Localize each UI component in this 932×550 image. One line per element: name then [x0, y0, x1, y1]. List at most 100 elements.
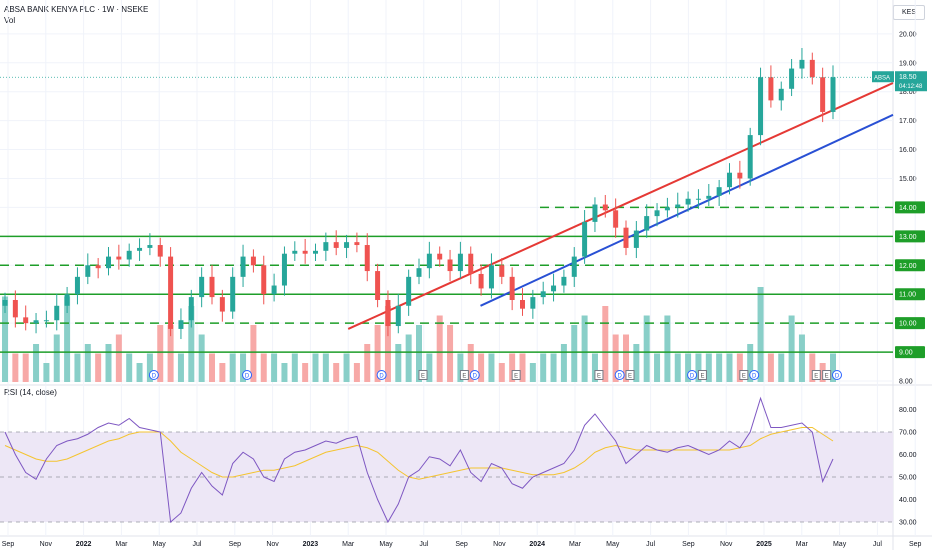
- candle-body: [54, 305, 60, 321]
- volume-bar: [53, 334, 60, 382]
- volume-label: Vol: [4, 16, 16, 25]
- time-axis-label: Jul: [646, 541, 655, 548]
- candle-body: [406, 276, 412, 306]
- level-price-tag: [895, 201, 925, 214]
- level-price-label: 11.00: [899, 292, 916, 299]
- volume-bar: [560, 344, 567, 382]
- marker-letter: E: [421, 374, 425, 380]
- rsi-axis-label: 30.00: [899, 520, 917, 527]
- candle-body: [540, 291, 546, 298]
- candle-body: [261, 265, 267, 295]
- candle-body: [12, 299, 18, 318]
- volume-bar: [188, 306, 195, 382]
- candle-body: [644, 216, 650, 231]
- volume-bar: [509, 353, 516, 382]
- volume-bar: [281, 363, 288, 382]
- volume-bar: [2, 296, 8, 382]
- volume-bar: [685, 353, 692, 382]
- candle-body: [64, 294, 70, 306]
- volume-bar: [312, 353, 319, 382]
- candle-body: [592, 204, 598, 222]
- candle-body: [768, 77, 774, 101]
- volume-bar: [271, 353, 278, 382]
- candle-body: [478, 273, 484, 289]
- price-axis-label: 17.00: [899, 118, 917, 125]
- volume-bar: [488, 353, 495, 382]
- last-price-tag: [895, 71, 927, 92]
- earnings-marker: [739, 370, 749, 380]
- price-axis-label: 18.00: [899, 89, 917, 96]
- candle-body: [33, 320, 39, 324]
- time-axis-label: May: [833, 541, 847, 548]
- volume-bar: [353, 363, 360, 382]
- volume-bar: [416, 325, 422, 382]
- level-price-tag: [895, 259, 925, 272]
- candle-body: [499, 265, 505, 277]
- candle-body: [147, 245, 153, 248]
- time-axis-label: Mar: [796, 541, 809, 548]
- volume-bar: [395, 344, 402, 382]
- candle-body: [43, 320, 49, 322]
- candle-body: [375, 271, 381, 300]
- volume-bar: [157, 325, 164, 382]
- candle-body: [509, 276, 515, 300]
- time-axis-label: May: [606, 541, 620, 548]
- volume-bar: [12, 353, 19, 382]
- volume-bar: [664, 315, 671, 382]
- time-axis-label: 2024: [529, 541, 545, 548]
- volume-bar: [540, 353, 547, 382]
- volume-bar: [43, 363, 50, 382]
- dividend-marker: [614, 370, 625, 380]
- candle-body: [520, 299, 525, 309]
- candle-body: [571, 256, 577, 277]
- earnings-marker: [459, 370, 469, 380]
- marker-letter: D: [752, 374, 757, 380]
- volume-bar: [726, 353, 733, 382]
- volume-bar: [674, 353, 681, 382]
- candle-body: [695, 198, 701, 200]
- time-axis-label: Sep: [229, 541, 242, 548]
- level-price-tag: [895, 346, 925, 359]
- candle-body: [457, 253, 463, 272]
- volume-bar: [478, 353, 485, 382]
- time-axis-label: Mar: [342, 541, 355, 548]
- marker-letter: D: [617, 374, 622, 380]
- volume-bar: [467, 344, 474, 382]
- candle-body: [778, 88, 784, 101]
- time-axis-label: 2022: [76, 541, 92, 548]
- candle-body: [675, 204, 681, 208]
- volume-bar: [291, 353, 298, 382]
- symbol-tag: [872, 71, 894, 83]
- rsi-axis-label: 80.00: [899, 407, 917, 414]
- candle-body: [344, 242, 350, 248]
- time-axis-label: Jul: [419, 541, 428, 548]
- candle-body: [530, 297, 536, 309]
- candle-body: [126, 250, 132, 260]
- candle-body: [2, 299, 8, 306]
- level-price-label: 12.00: [899, 263, 917, 270]
- last-price-label: 18.50: [899, 74, 917, 81]
- volume-bar: [250, 325, 257, 382]
- earnings-marker: [811, 370, 821, 380]
- candle-body: [468, 253, 474, 274]
- volume-bar: [209, 353, 215, 382]
- volume-bar: [136, 363, 143, 382]
- rsi-label: RSI (14, close): [4, 388, 57, 397]
- volume-bar: [167, 325, 174, 382]
- time-axis-label: Sep: [909, 541, 922, 548]
- candle-body: [302, 250, 308, 254]
- volume-bar: [198, 334, 205, 382]
- time-axis-label: Mar: [569, 541, 582, 548]
- earnings-marker: [594, 370, 604, 380]
- marker-letter: E: [462, 374, 466, 380]
- earnings-marker: [697, 370, 707, 380]
- marker-letter: D: [690, 374, 695, 380]
- marker-letter: E: [825, 374, 829, 380]
- candle-body: [188, 297, 194, 321]
- volume-bar: [830, 353, 836, 382]
- earnings-marker: [822, 370, 832, 380]
- candle-body: [95, 265, 101, 269]
- candle-body: [240, 256, 246, 277]
